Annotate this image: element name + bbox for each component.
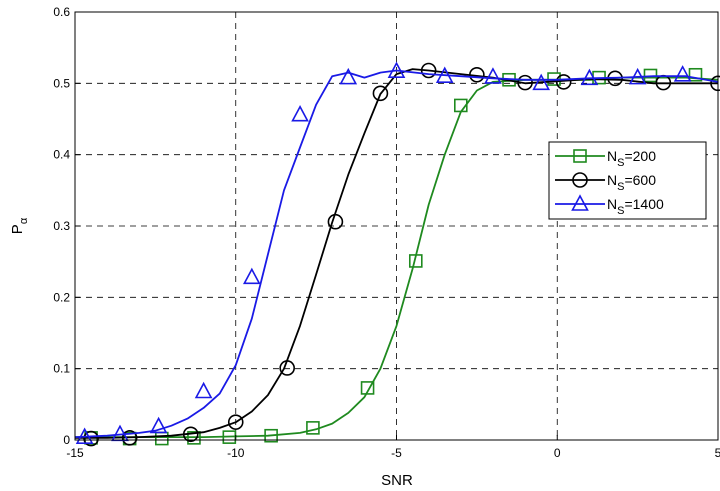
data-point-circle <box>420 62 437 79</box>
series-line <box>74 69 719 438</box>
legend-label: NS=600 <box>607 172 656 193</box>
y-axis-label-main: P <box>9 224 26 234</box>
data-point-square <box>187 431 201 445</box>
legend-entry: NS=200 <box>555 148 656 169</box>
y-axis-label: Pα <box>9 217 30 234</box>
data-point-circle <box>83 430 99 447</box>
x-axis-label: SNR <box>381 472 413 489</box>
legend-label: NS=200 <box>607 148 656 169</box>
x-tick-label: -15 <box>66 446 84 460</box>
data-point-triangle <box>628 67 647 85</box>
data-point-triangle <box>149 416 168 434</box>
data-point-square <box>453 98 468 113</box>
x-tick-label: -10 <box>227 446 245 460</box>
data-point-triangle <box>484 67 502 84</box>
data-point-triangle <box>242 267 261 285</box>
legend-label: NS=1400 <box>607 196 664 217</box>
x-tick-label: 5 <box>715 446 720 460</box>
axis-ticks: -15 -10 -5 0 5 0 0.1 0.2 0.3 0.4 0.5 0.6 <box>53 5 720 460</box>
legend-marker-circle <box>572 172 588 188</box>
data-point-circle <box>121 430 138 446</box>
data-point-triangle <box>194 381 213 399</box>
y-axis-label-subscript: α <box>18 217 30 224</box>
y-tick-label: 0.4 <box>53 148 70 162</box>
data-point-circle <box>182 426 199 443</box>
data-point-triangle <box>532 73 551 91</box>
data-point-circle <box>469 66 485 83</box>
data-point-triangle <box>580 68 599 86</box>
data-point-square <box>360 381 375 395</box>
legend-marker-triangle <box>571 194 589 211</box>
legend-entry: NS=1400 <box>555 194 664 217</box>
y-tick-label: 0.6 <box>53 5 70 19</box>
x-tick-label: -5 <box>391 446 402 460</box>
data-point-circle <box>279 360 295 376</box>
y-tick-label: 0 <box>63 433 70 447</box>
data-point-triangle <box>387 61 406 79</box>
data-point-triangle <box>75 427 94 444</box>
y-tick-label: 0.5 <box>53 76 70 90</box>
series-line <box>75 68 718 439</box>
y-tick-label: 0.2 <box>53 290 70 304</box>
data-point-square <box>306 421 320 435</box>
legend: NS=200 NS=600 NS=1400 <box>548 141 707 220</box>
data-point-circle <box>227 414 244 430</box>
data-point-circle <box>327 213 344 230</box>
x-tick-label: 0 <box>554 446 561 460</box>
legend-entry: NS=600 <box>555 172 656 193</box>
data-point-square <box>408 254 423 268</box>
data-point-circle <box>555 74 572 90</box>
legend-marker-square <box>573 149 587 163</box>
data-point-triangle <box>435 66 454 83</box>
data-point-circle <box>517 74 533 91</box>
data-point-square <box>264 428 278 443</box>
data-point-square <box>688 67 703 82</box>
series-layer <box>74 61 720 447</box>
data-point-circle <box>372 85 389 102</box>
y-tick-label: 0.3 <box>53 219 70 233</box>
y-tick-label: 0.1 <box>53 362 70 376</box>
data-point-triangle <box>291 105 309 122</box>
data-point-triangle <box>339 67 358 85</box>
data-point-triangle <box>673 65 692 82</box>
